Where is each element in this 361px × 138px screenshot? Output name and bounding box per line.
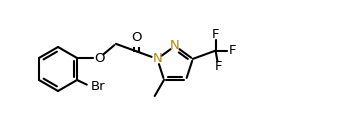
Text: N: N (170, 39, 180, 52)
Text: O: O (131, 31, 142, 44)
Text: F: F (228, 44, 236, 57)
Text: F: F (215, 60, 222, 73)
Text: O: O (94, 51, 104, 64)
Text: Br: Br (91, 80, 105, 93)
Text: F: F (212, 28, 219, 41)
Text: N: N (152, 52, 162, 65)
